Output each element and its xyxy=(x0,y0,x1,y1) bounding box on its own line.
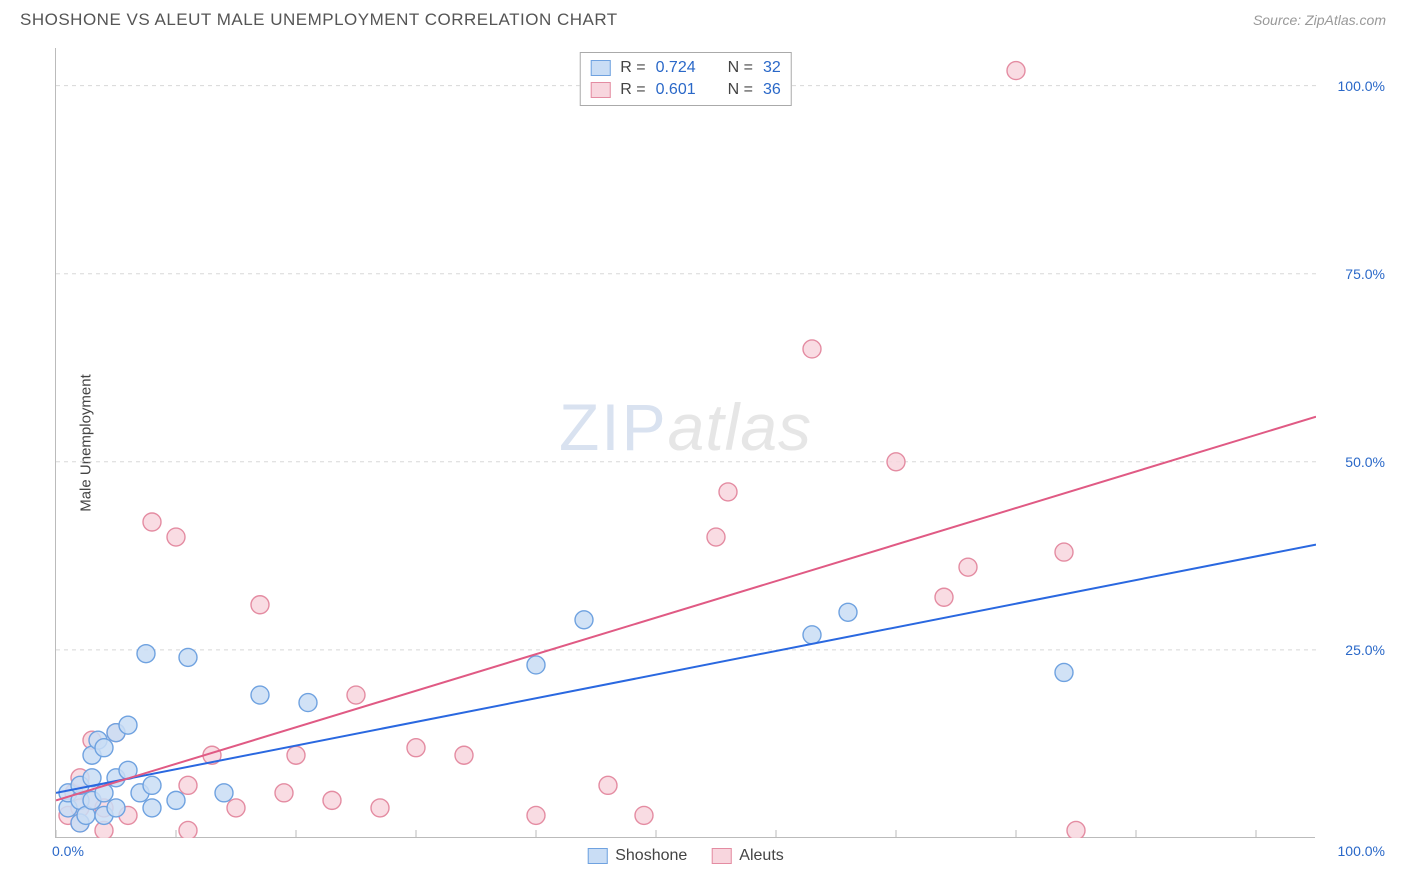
legend-stats-row: R = 0.601 N = 36 xyxy=(590,79,781,101)
chart-container: Male Unemployment ZIPatlas R =0.724N =32… xyxy=(55,48,1385,838)
legend-swatch xyxy=(711,848,731,864)
legend-bottom-item: Shoshone xyxy=(587,847,687,865)
legend-swatch xyxy=(590,82,610,98)
legend-stats-row: R = 0.724 N = 32 xyxy=(590,57,781,79)
legend-label: Aleuts xyxy=(739,847,783,865)
plot-area: ZIPatlas R =0.724N =32R =0.601N =36 25.0… xyxy=(55,48,1315,838)
chart-source: Source: ZipAtlas.com xyxy=(1253,12,1386,28)
legend-bottom: Shoshone Aleuts xyxy=(587,847,784,865)
stat-r-value: 0.601 xyxy=(656,81,696,99)
x-tick-start: 0.0% xyxy=(52,843,84,859)
y-tick-label: 25.0% xyxy=(1345,642,1385,658)
y-tick-label: 50.0% xyxy=(1345,454,1385,470)
y-tick-label: 75.0% xyxy=(1345,266,1385,282)
stat-n-label: N = xyxy=(728,81,753,99)
legend-bottom-item: Aleuts xyxy=(711,847,783,865)
stat-r-label: R = xyxy=(620,59,645,77)
x-tick-end: 100.0% xyxy=(1338,843,1385,859)
stat-n-value: 36 xyxy=(763,81,781,99)
stat-n-value: 32 xyxy=(763,59,781,77)
scatter-svg xyxy=(56,48,1316,838)
legend-swatch xyxy=(590,60,610,76)
legend-swatch xyxy=(587,848,607,864)
legend-label: Shoshone xyxy=(615,847,687,865)
chart-header: SHOSHONE VS ALEUT MALE UNEMPLOYMENT CORR… xyxy=(0,0,1406,36)
legend-stats: R = 0.724 N = 32 R = 0.601 N = 36 xyxy=(579,52,792,106)
chart-title: SHOSHONE VS ALEUT MALE UNEMPLOYMENT CORR… xyxy=(20,10,618,30)
stat-n-label: N = xyxy=(728,59,753,77)
y-tick-label: 100.0% xyxy=(1338,78,1385,94)
stat-r-value: 0.724 xyxy=(656,59,696,77)
stat-r-label: R = xyxy=(620,81,645,99)
